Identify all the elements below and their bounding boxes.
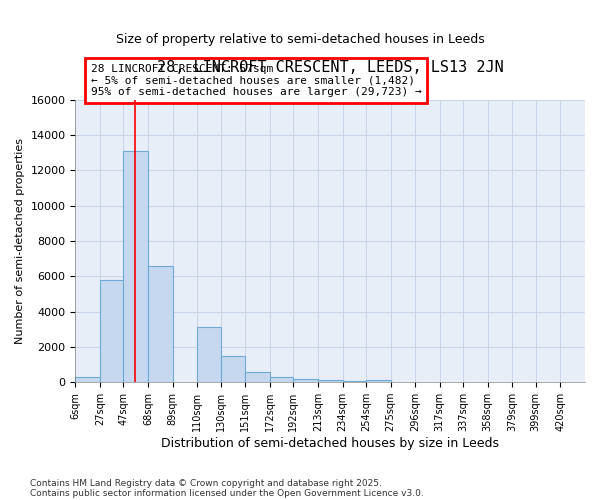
Y-axis label: Number of semi-detached properties: Number of semi-detached properties bbox=[15, 138, 25, 344]
Bar bbox=[293, 378, 318, 382]
X-axis label: Distribution of semi-detached houses by size in Leeds: Distribution of semi-detached houses by … bbox=[161, 437, 499, 450]
Bar bbox=[76, 377, 100, 382]
Bar bbox=[221, 356, 245, 382]
Bar bbox=[100, 280, 124, 382]
Bar bbox=[197, 328, 221, 382]
Bar bbox=[366, 380, 391, 382]
Bar bbox=[124, 151, 148, 382]
Bar bbox=[245, 372, 270, 382]
Title: 28, LINCROFT CRESCENT, LEEDS, LS13 2JN: 28, LINCROFT CRESCENT, LEEDS, LS13 2JN bbox=[157, 60, 503, 75]
Bar bbox=[148, 266, 173, 382]
Text: Contains HM Land Registry data © Crown copyright and database right 2025.: Contains HM Land Registry data © Crown c… bbox=[30, 478, 382, 488]
Text: Size of property relative to semi-detached houses in Leeds: Size of property relative to semi-detach… bbox=[116, 32, 484, 46]
Bar bbox=[270, 377, 293, 382]
Bar bbox=[318, 380, 343, 382]
Text: 28 LINCROFT CRESCENT: 57sqm
← 5% of semi-detached houses are smaller (1,482)
95%: 28 LINCROFT CRESCENT: 57sqm ← 5% of semi… bbox=[91, 64, 421, 97]
Text: Contains public sector information licensed under the Open Government Licence v3: Contains public sector information licen… bbox=[30, 488, 424, 498]
